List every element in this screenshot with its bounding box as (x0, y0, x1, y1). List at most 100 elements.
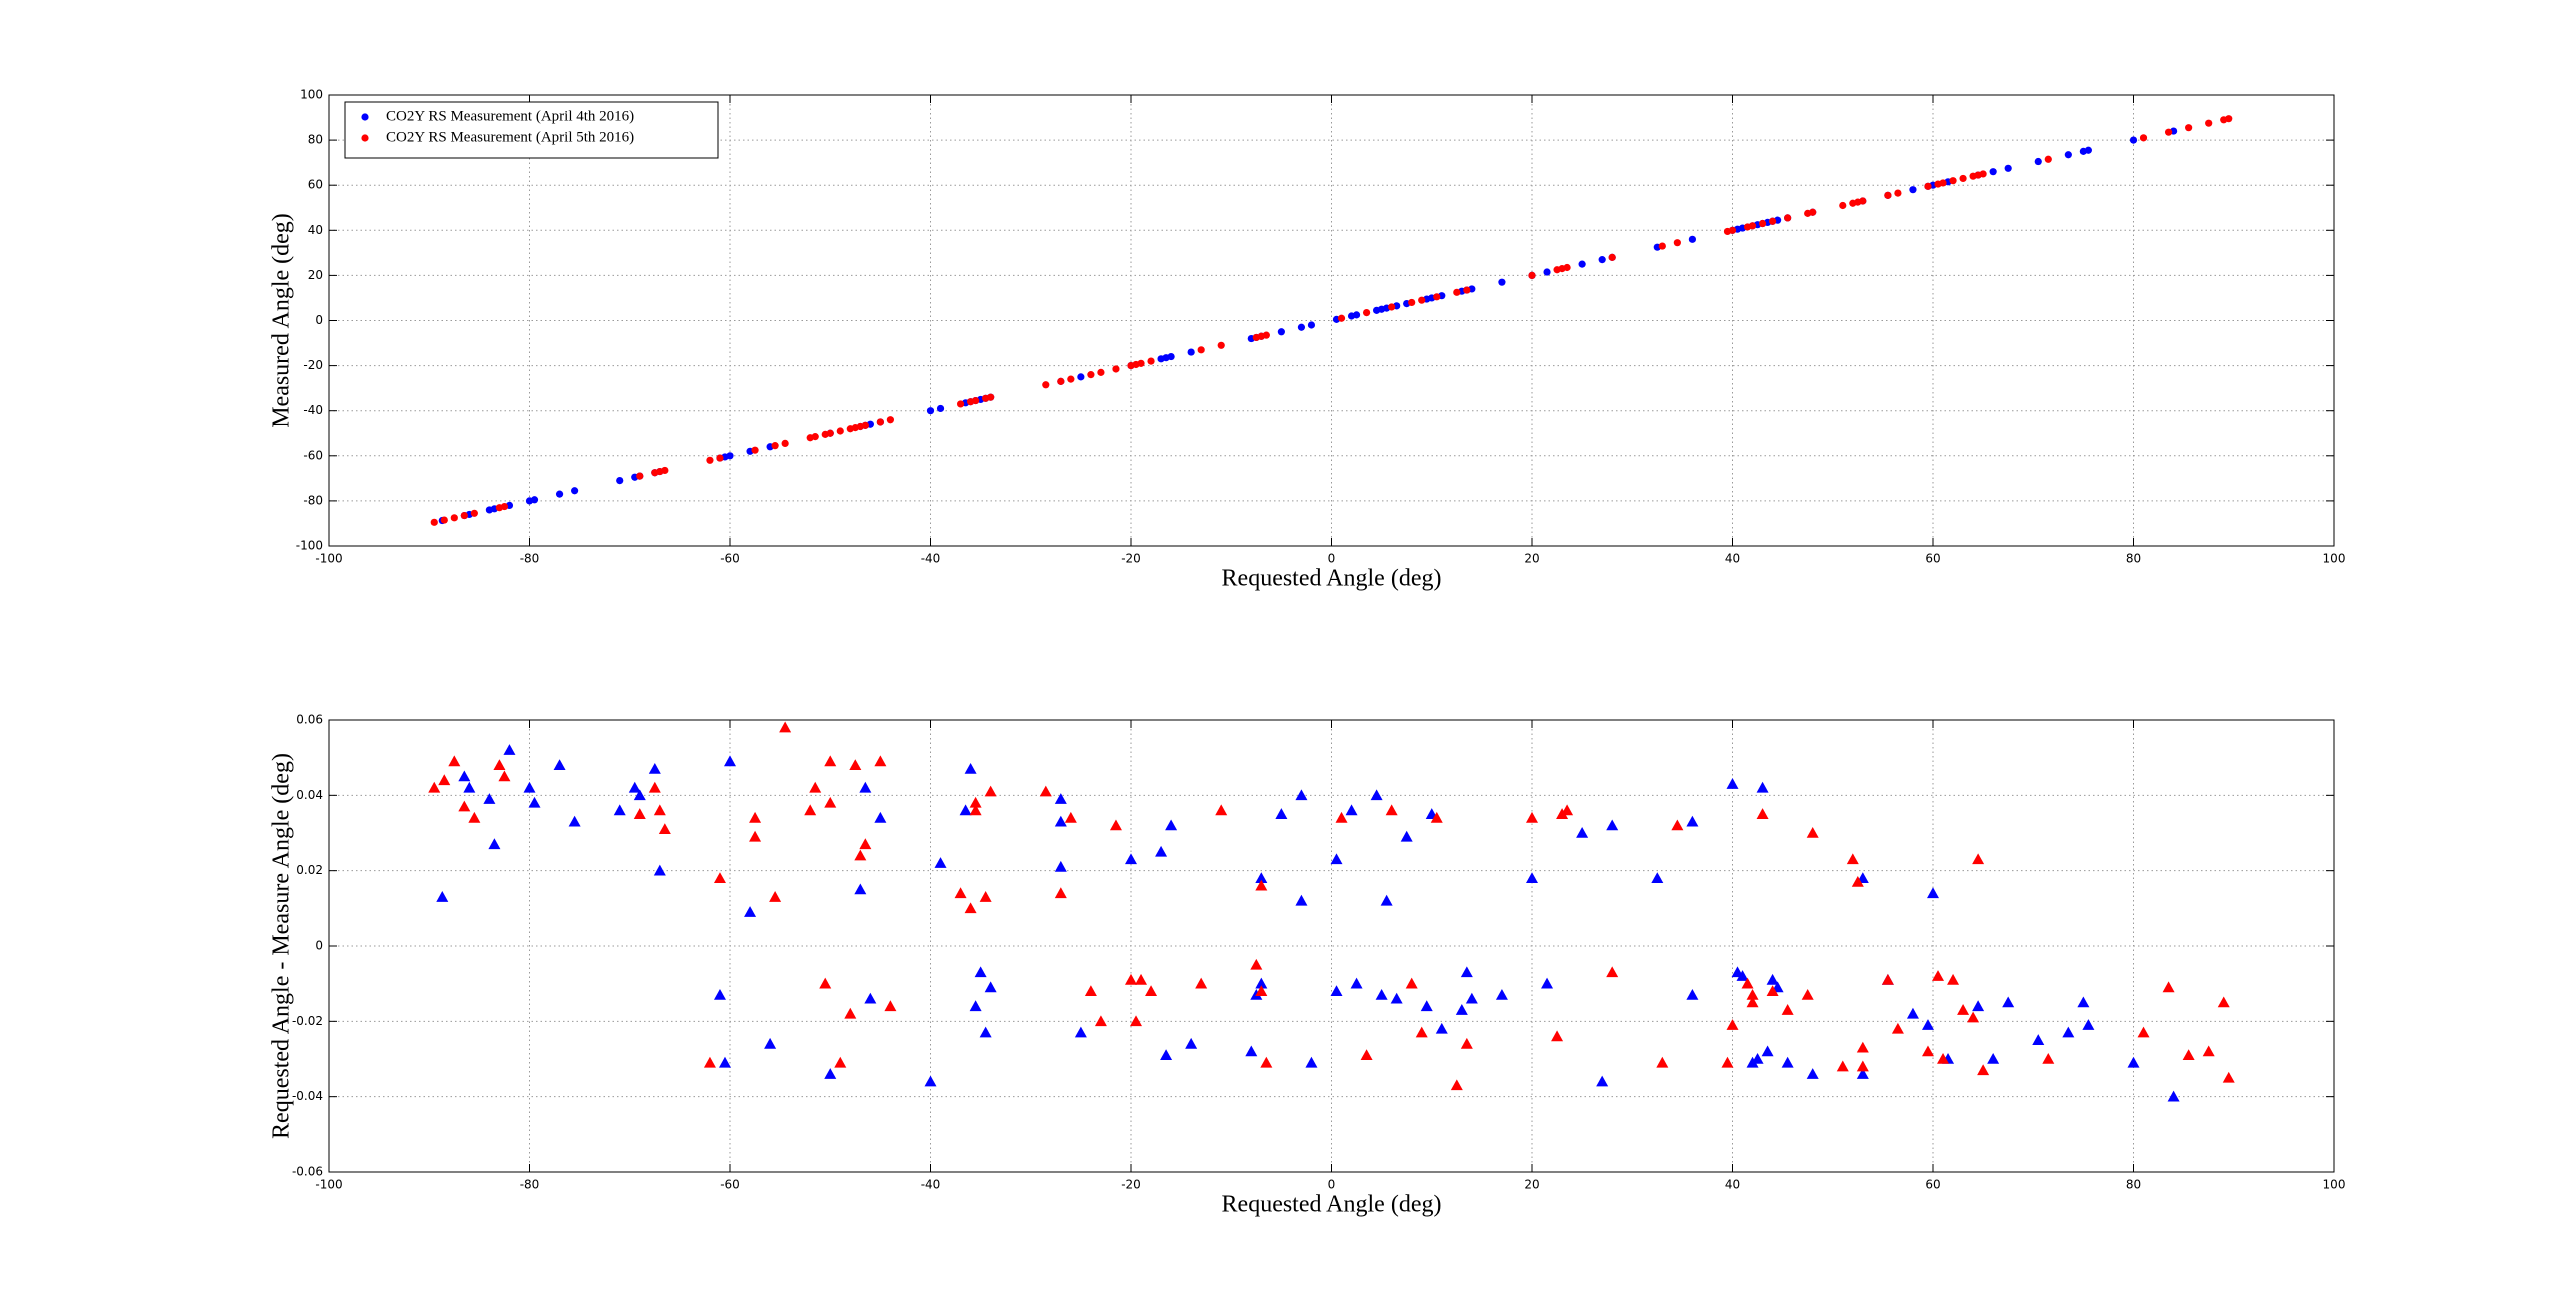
data-point (1839, 201, 1847, 210)
x-tick-label: -20 (1121, 552, 1141, 566)
data-point (824, 755, 837, 767)
data-point (1137, 359, 1145, 367)
data-point (1245, 1045, 1258, 1057)
data-point (1906, 1007, 1919, 1019)
data-point (1297, 323, 1306, 331)
data-point (2129, 136, 2138, 144)
data-point (1094, 1015, 1107, 1027)
data-point (956, 400, 965, 408)
data-point (1453, 288, 1461, 296)
data-point (1352, 311, 1361, 319)
data-point (1420, 1000, 1433, 1012)
data-point (458, 770, 471, 782)
data-point (936, 404, 945, 413)
x-tick-label: 80 (2126, 552, 2141, 566)
x-tick-label: 100 (2323, 1178, 2346, 1192)
data-point (1756, 808, 1769, 819)
data-point (1330, 985, 1343, 996)
data-point (1167, 352, 1175, 361)
data-point (974, 966, 987, 978)
y-axis-label: Measured Angle (deg) (269, 213, 295, 428)
y-tick-label: -0.02 (292, 1014, 323, 1028)
data-point (836, 427, 844, 435)
data-point (1418, 296, 1426, 304)
data-point (1145, 985, 1158, 996)
data-point (1859, 197, 1867, 205)
data-point (1460, 966, 1473, 978)
data-point (811, 433, 819, 441)
data-point (849, 759, 862, 770)
data-point (1576, 827, 1589, 838)
data-point (1408, 298, 1416, 307)
data-point (749, 830, 762, 842)
data-point (1891, 1022, 1904, 1034)
data-point (2002, 996, 2015, 1008)
data-point (954, 887, 967, 899)
data-point (1360, 1049, 1373, 1061)
data-point (1260, 1056, 1273, 1068)
data-point (1528, 271, 1536, 279)
data-point (703, 1056, 716, 1068)
data-point (1656, 1056, 1669, 1068)
data-point (964, 902, 977, 914)
data-point (1067, 375, 1075, 383)
data-point (1277, 328, 1285, 336)
data-point (861, 421, 869, 429)
y-tick-label: 100 (300, 88, 323, 102)
data-point (523, 781, 536, 793)
data-point (1039, 785, 1052, 797)
data-point (924, 1075, 937, 1087)
data-point (1543, 268, 1551, 276)
data-point (648, 762, 661, 774)
x-tick-label: -100 (315, 552, 342, 566)
data-point (1197, 346, 1205, 354)
data-point (964, 762, 977, 774)
data-point (1947, 973, 1960, 985)
x-tick-label: 0 (1328, 552, 1336, 566)
y-axis-label: Requested Angle - Measure Angle (deg) (269, 753, 295, 1139)
data-point (1909, 186, 1917, 194)
data-point (2225, 115, 2233, 123)
data-point (1390, 992, 1403, 1004)
data-point (1761, 1045, 1774, 1057)
data-point (1578, 260, 1586, 268)
data-point (1130, 1015, 1143, 1027)
legend-label: CO2Y RS Measurement (April 4th 2016) (386, 108, 634, 124)
data-point (1741, 977, 1754, 989)
data-point (1388, 303, 1396, 311)
data-point (724, 755, 736, 767)
data-point (1881, 973, 1894, 985)
data-point (1846, 853, 1859, 865)
data-point (726, 452, 734, 460)
data-point (1109, 819, 1122, 831)
data-point (1463, 286, 1471, 294)
data-point (876, 418, 884, 426)
data-point (653, 864, 666, 876)
data-point (1135, 973, 1148, 985)
data-point (1370, 789, 1383, 801)
legend-marker (361, 134, 369, 142)
axes-frame (328, 719, 2335, 1173)
data-point (706, 456, 714, 464)
x-tick-label: -40 (921, 1178, 941, 1192)
data-point (648, 781, 661, 793)
data-point (1054, 815, 1067, 827)
data-point (1147, 357, 1155, 365)
data-point (1057, 377, 1065, 385)
data-point (1686, 815, 1699, 827)
data-point (636, 472, 644, 480)
data-point (2032, 1034, 2045, 1045)
data-point (1187, 348, 1195, 356)
data-point (1967, 1011, 1980, 1023)
data-point (500, 502, 509, 511)
data-point (1884, 191, 1892, 199)
data-point (1077, 373, 1085, 381)
data-point (2034, 157, 2042, 166)
data-point (1748, 222, 1757, 230)
data-point (1686, 988, 1699, 1000)
y-tick-label: -60 (303, 448, 323, 462)
x-tick-label: 60 (1925, 1178, 1940, 1192)
axes-frame (328, 94, 2335, 547)
data-point (1927, 887, 1939, 899)
